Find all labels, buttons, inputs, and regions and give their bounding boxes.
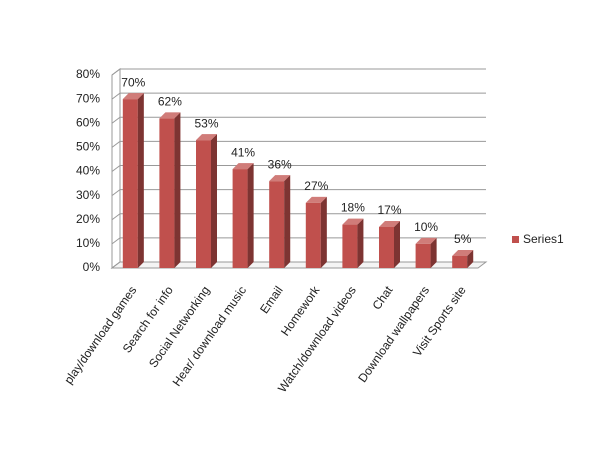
bar	[452, 255, 468, 268]
legend-label: Series1	[523, 232, 564, 246]
grid-line	[111, 68, 486, 76]
bar-group	[122, 93, 144, 268]
x-tick-label: Chat	[370, 283, 396, 312]
grid-line	[111, 165, 486, 172]
grid-line	[111, 189, 486, 197]
bar-group	[342, 218, 364, 268]
y-tick-label: 80%	[76, 67, 100, 81]
bar-side-shade	[320, 196, 327, 268]
bar-group	[159, 112, 181, 268]
bar	[122, 99, 138, 268]
bar-side-shade	[430, 237, 437, 268]
bar-top-light	[159, 112, 181, 119]
grid-line	[111, 213, 486, 221]
bar-top-light	[379, 220, 400, 227]
bar	[159, 118, 175, 268]
bar-top	[122, 93, 144, 100]
bar	[269, 181, 285, 268]
bar-top	[342, 218, 364, 225]
value-label: 10%	[414, 220, 438, 234]
bar-group	[305, 196, 327, 268]
value-label: 18%	[341, 201, 365, 215]
bar-top-light	[305, 196, 327, 203]
bar-top	[379, 220, 400, 227]
bar-top-light	[342, 218, 364, 225]
bar-side-shade	[137, 93, 144, 268]
bar-top	[452, 249, 474, 256]
bar-top-light	[122, 93, 144, 100]
value-label: 27%	[304, 179, 328, 193]
value-label: 70%	[121, 75, 145, 89]
bar-group	[232, 163, 254, 268]
bar-top	[196, 134, 217, 141]
bar-top	[232, 163, 254, 170]
y-tick-label: 70%	[76, 91, 100, 105]
bar-side-shade	[247, 163, 254, 268]
bar-top-light	[196, 134, 217, 141]
bar	[342, 224, 358, 268]
bar-side-shade	[394, 220, 400, 268]
value-label: 36%	[268, 157, 292, 171]
y-tick-label: 40%	[76, 164, 100, 178]
bar-side-shade	[467, 249, 474, 268]
grid-line	[111, 92, 486, 100]
bar-group	[452, 249, 474, 268]
value-label: 5%	[454, 232, 472, 246]
grid-line	[111, 140, 486, 148]
bar-side-shade	[174, 112, 181, 268]
bar-side	[357, 218, 364, 268]
bar-side	[467, 249, 474, 268]
grid-line	[111, 261, 486, 269]
bar-top-light	[269, 175, 291, 182]
y-tick-label: 30%	[76, 188, 100, 202]
value-label: 17%	[377, 203, 401, 217]
bar-side	[394, 220, 400, 268]
bar-side	[430, 237, 437, 268]
y-tick-label: 10%	[76, 236, 100, 250]
bar	[415, 243, 431, 268]
legend-swatch	[512, 236, 519, 243]
bar-side	[247, 163, 254, 268]
bar-side-shade	[357, 218, 364, 268]
x-tick-label: Hear/ download music	[170, 284, 250, 389]
y-tick-label: 20%	[76, 212, 100, 226]
bar-group	[196, 134, 217, 268]
bar-top	[305, 196, 327, 203]
bar-top	[159, 112, 181, 119]
bar-side	[211, 134, 217, 268]
bar	[379, 226, 394, 268]
bar-top-light	[452, 249, 474, 256]
bar-top	[415, 237, 437, 244]
bar	[305, 202, 321, 268]
bar-group	[379, 220, 400, 268]
bar-side-shade	[211, 134, 217, 268]
y-tick-label: 60%	[76, 115, 100, 129]
bar-side	[174, 112, 181, 268]
value-label: 62%	[158, 95, 182, 109]
bar-top	[269, 175, 291, 182]
x-tick-label: Email	[257, 284, 286, 317]
y-tick-label: 0%	[83, 260, 101, 274]
bar-top-light	[232, 163, 254, 170]
x-tick-label: Watch/download videos	[275, 284, 359, 395]
bar-side-shade	[284, 175, 291, 268]
value-label: 53%	[194, 116, 218, 130]
value-label: 41%	[231, 145, 255, 159]
grid-line	[111, 237, 486, 245]
bar-top-light	[415, 237, 437, 244]
bar-side	[320, 196, 327, 268]
bar-side	[284, 175, 291, 268]
y-tick-label: 50%	[76, 140, 100, 154]
bar-side	[137, 93, 144, 268]
bar	[232, 169, 248, 268]
bar	[196, 140, 211, 268]
grid-line	[111, 116, 486, 124]
bar-group	[415, 237, 437, 268]
bar-group	[269, 175, 291, 268]
